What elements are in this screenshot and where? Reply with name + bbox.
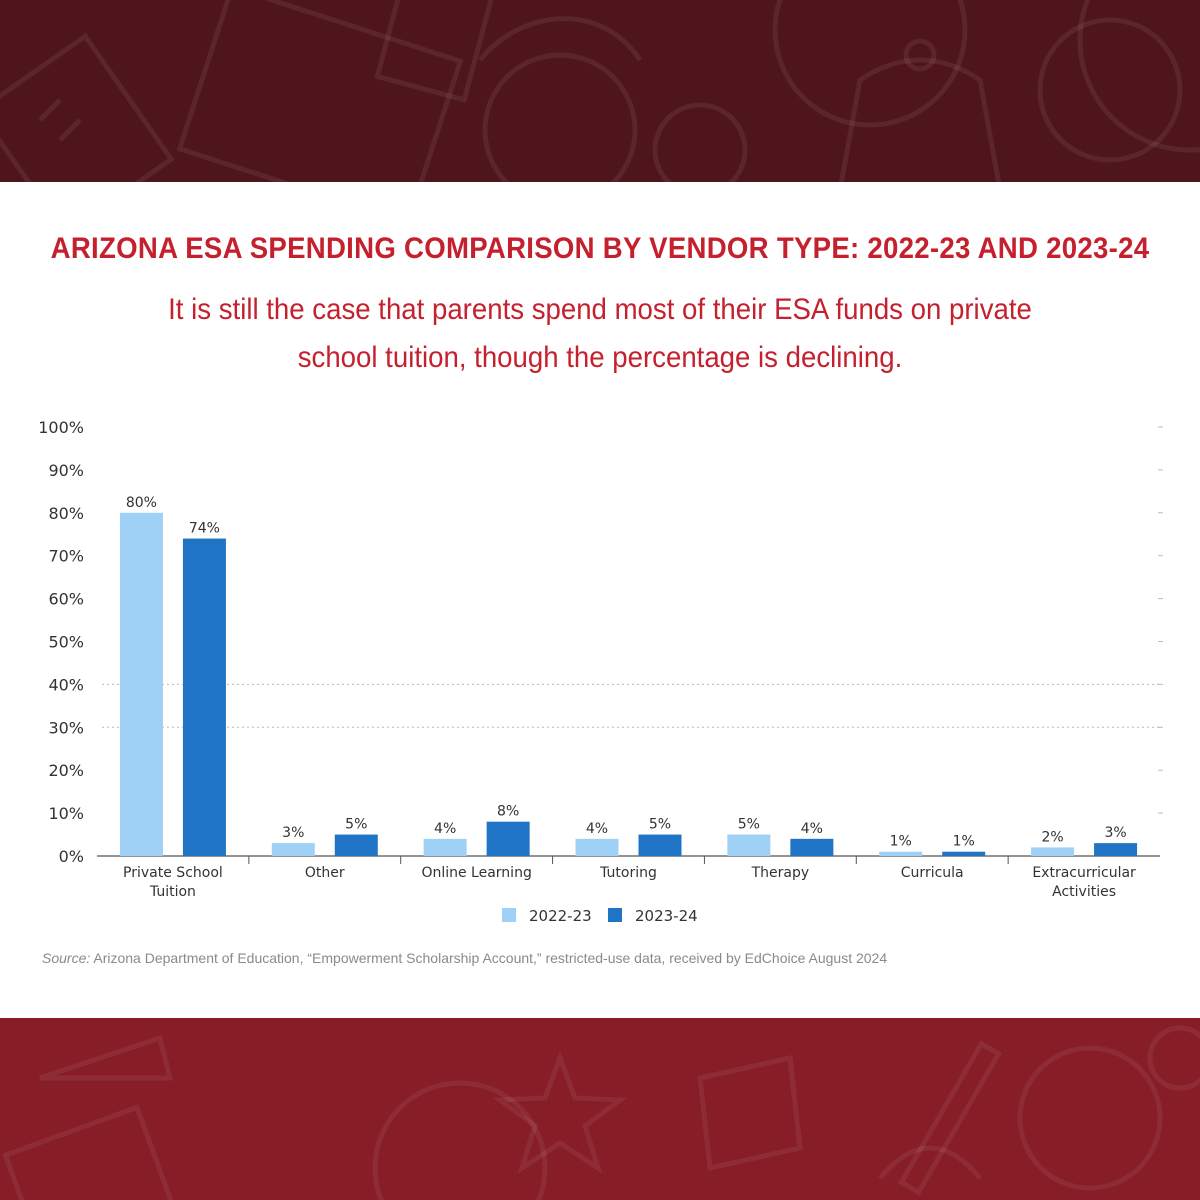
bar-2023-24 [790,838,834,856]
source-note: Source: Arizona Department of Education,… [42,950,1162,966]
x-category-label: Private School [123,865,223,881]
bar-2023-24 [334,834,378,856]
bar-2022-23 [423,838,467,856]
x-category-label: Extracurricular [1032,865,1136,881]
x-category-label: Other [305,865,345,881]
data-label: 74% [189,521,220,537]
x-category-label: Online Learning [421,865,531,881]
x-category-label: Tutoring [599,865,657,881]
data-label: 5% [345,817,367,833]
data-label: 3% [1104,825,1126,841]
bar-2022-23 [727,834,771,856]
data-label: 5% [738,817,760,833]
y-tick-label: 100% [38,418,84,437]
school-doodle-pattern-icon [2,1025,1200,1200]
data-label: 4% [586,821,608,837]
data-label: 4% [801,821,823,837]
chart-title: ARIZONA ESA SPENDING COMPARISON BY VENDO… [50,232,1150,265]
data-label: 80% [126,495,157,511]
bar-2022-23 [575,838,619,856]
y-tick-label: 50% [48,633,84,652]
source-text: Arizona Department of Education, “Empowe… [90,950,888,966]
y-tick-label: 30% [48,718,84,737]
bar-2023-24 [638,834,682,856]
x-category-label: Curricula [901,865,964,881]
bar-2023-24 [1094,843,1138,856]
school-doodle-pattern-icon [0,0,1200,182]
legend-label: 2023-24 [635,907,698,925]
data-label: 1% [890,834,912,850]
data-label: 2% [1041,829,1063,845]
bar-2022-23 [879,851,923,856]
data-label: 1% [953,834,975,850]
y-tick-label: 70% [48,547,84,566]
x-category-label: Therapy [751,865,810,881]
chart-subtitle: It is still the case that parents spend … [168,293,1032,374]
x-category-label: Tuition [149,884,196,900]
bar-chart: 0% 10% 20% 30% 40% 50% 60% 70% 80% 90% 100% 80% 74% P… [38,418,1163,925]
data-label: 5% [649,817,671,833]
y-tick-label: 60% [48,590,84,609]
legend-label: 2022-23 [529,907,592,925]
bar-2022-23 [119,512,163,856]
source-label: Source: [42,950,91,966]
bar-2022-23 [1031,847,1075,856]
x-category-label: Activities [1052,884,1116,900]
y-tick-label: 10% [48,804,84,823]
bar-2023-24 [486,821,530,856]
legend-swatch [502,908,516,922]
y-tick-label: 90% [48,461,84,480]
bar-2023-24 [182,538,226,856]
footer-decorative-band [0,1018,1200,1200]
data-label: 3% [282,825,304,841]
legend-swatch [608,908,622,922]
y-tick-label: 0% [59,847,84,866]
bar-2022-23 [271,843,315,856]
header-decorative-band [0,0,1200,182]
y-tick-label: 40% [48,675,84,694]
y-tick-label: 80% [48,504,84,523]
data-label: 8% [497,804,519,820]
y-tick-label: 20% [48,761,84,780]
bar-2023-24 [942,851,986,856]
data-label: 4% [434,821,456,837]
